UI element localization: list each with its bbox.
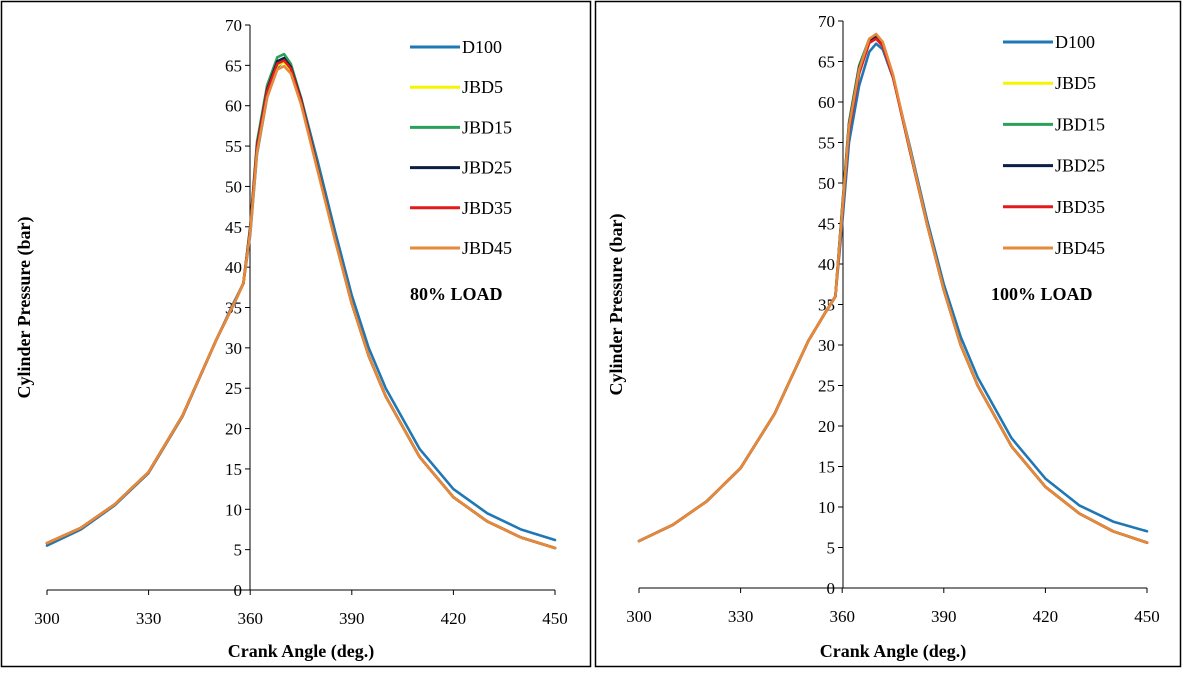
- legend-label-jbd35: JBD35: [1055, 197, 1105, 217]
- y-tick-label: 65: [225, 56, 242, 75]
- y-axis-title: Cylinder Pressure (bar): [606, 214, 627, 396]
- y-tick-label: 15: [818, 458, 835, 477]
- x-tick-label: 390: [931, 607, 957, 626]
- y-tick-label: 40: [225, 258, 242, 277]
- y-tick-label: 15: [225, 460, 242, 479]
- legend-label-jbd45: JBD45: [462, 238, 512, 258]
- legend-label-jbd35: JBD35: [462, 198, 512, 218]
- x-tick-label: 450: [1134, 607, 1160, 626]
- y-tick-label: 35: [818, 296, 835, 315]
- y-tick-label: 20: [818, 417, 835, 436]
- y-tick-label: 60: [818, 93, 835, 112]
- y-tick-label: 65: [818, 53, 835, 72]
- y-tick-label: 0: [827, 579, 836, 598]
- y-tick-label: 60: [225, 97, 242, 116]
- x-tick-label: 360: [829, 607, 855, 626]
- y-tick-label: 55: [225, 137, 242, 156]
- y-tick-label: 10: [818, 498, 835, 517]
- y-tick-label: 50: [818, 174, 835, 193]
- panel-border-left: [0, 0, 592, 668]
- x-tick-label: 420: [441, 609, 467, 628]
- x-tick-label: 390: [339, 609, 365, 628]
- series-line-jbd45: [45, 64, 557, 550]
- x-axis-title: Crank Angle (deg.): [228, 641, 375, 662]
- legend-label-jbd25: JBD25: [1055, 156, 1105, 176]
- legend-label-jbd15: JBD15: [462, 117, 512, 137]
- y-tick-label: 5: [827, 539, 836, 558]
- y-tick-label: 30: [225, 339, 242, 358]
- panel-border-right: [594, 0, 1182, 668]
- legend-label-d100: D100: [462, 37, 502, 57]
- y-tick-label: 40: [818, 255, 835, 274]
- x-tick-label: 300: [626, 607, 652, 626]
- y-tick-label: 45: [225, 218, 242, 237]
- legend: D100 JBD5 JBD15 JBD25 JBD35 JBD45: [410, 37, 512, 258]
- legend-label-jbd5: JBD5: [462, 77, 503, 97]
- x-tick-label: 330: [728, 607, 754, 626]
- load-annotation: 80% LOAD: [410, 284, 503, 304]
- x-tick-label: 420: [1033, 607, 1059, 626]
- series-line-jbd45: [637, 32, 1149, 544]
- y-tick-label: 10: [225, 500, 242, 519]
- x-tick-label: 300: [34, 609, 60, 628]
- y-tick-label: 55: [818, 134, 835, 153]
- legend-label-d100: D100: [1055, 32, 1095, 52]
- y-tick-label: 70: [225, 16, 242, 35]
- y-tick-label: 70: [818, 12, 835, 31]
- chart-panel-2: 0 5 10 15 20 25 30 35 40 45 50 55 60 65 70 300 330 360 390…: [606, 12, 1160, 662]
- legend: D100 JBD5 JBD15 JBD25 JBD35 JBD45: [1003, 32, 1105, 258]
- y-axis-title: Cylinder Pressure (bar): [14, 217, 35, 399]
- y-tick-label: 30: [818, 336, 835, 355]
- legend-label-jbd15: JBD15: [1055, 114, 1105, 134]
- y-tick-label: 25: [225, 379, 242, 398]
- y-tick-label: 50: [225, 177, 242, 196]
- y-tick-label: 5: [234, 541, 243, 560]
- legend-label-jbd25: JBD25: [462, 158, 512, 178]
- legend-label-jbd45: JBD45: [1055, 238, 1105, 258]
- y-tick-label: 0: [234, 581, 243, 600]
- y-tick-label: 45: [818, 215, 835, 234]
- load-annotation: 100% LOAD: [991, 284, 1093, 304]
- y-tick-label: 25: [818, 377, 835, 396]
- x-axis-title: Crank Angle (deg.): [820, 641, 967, 662]
- x-tick-label: 330: [136, 609, 162, 628]
- y-tick-label: 20: [225, 420, 242, 439]
- legend-label-jbd5: JBD5: [1055, 73, 1096, 93]
- x-tick-label: 360: [237, 609, 263, 628]
- x-tick-label: 450: [542, 609, 568, 628]
